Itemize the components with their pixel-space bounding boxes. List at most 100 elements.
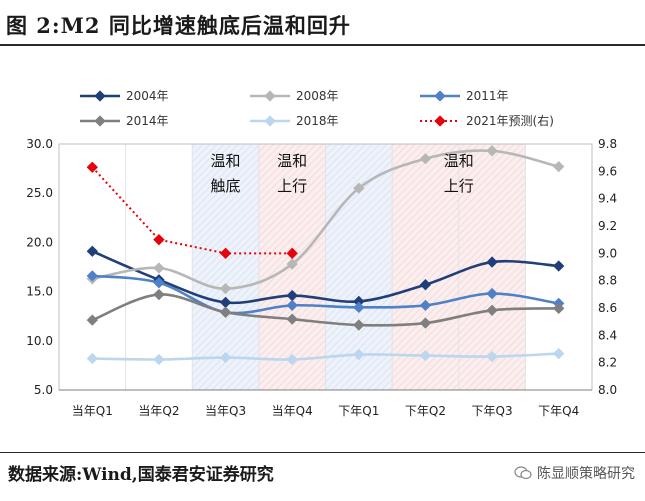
footer-divider [0, 452, 645, 453]
y-tick-label-right: 8.0 [598, 383, 617, 397]
data-point [419, 349, 432, 362]
data-point [286, 353, 298, 366]
page-title: 图 2:M2 同比增速触底后温和回升 [6, 13, 351, 38]
title-divider [0, 44, 645, 46]
legend-swatch-marker [94, 115, 106, 127]
y-tick-label-right: 9.8 [598, 137, 617, 151]
wechat-icon [514, 466, 532, 480]
series-line [92, 149, 559, 290]
x-tick-label: 下年Q2 [405, 404, 446, 418]
data-point [486, 256, 498, 268]
legend-swatch-marker [264, 115, 276, 127]
y-tick-label-right: 8.8 [598, 274, 617, 288]
legend-swatch-marker [434, 90, 446, 102]
data-point [86, 245, 98, 257]
legend-label: 2011年 [466, 89, 509, 103]
data-point [219, 351, 232, 364]
series-line [91, 250, 559, 305]
legend-swatch-marker [264, 90, 276, 102]
data-point [553, 160, 565, 173]
source-note: 数据来源:Wind,国泰君安证券研究 [8, 465, 274, 485]
series-line [92, 352, 559, 361]
y-tick-label-left: 30.0 [26, 137, 53, 151]
data-point [286, 258, 298, 270]
annotation-label: 温和 [444, 152, 474, 170]
legend-item: 2004年 [80, 89, 169, 103]
data-point [219, 282, 232, 295]
legend-label: 2021年预测(右) [466, 113, 554, 128]
data-point [286, 247, 298, 259]
legend-label: 2008年 [296, 89, 339, 103]
annotation-label: 温和 [211, 152, 241, 170]
data-point [486, 304, 498, 316]
series-line [92, 274, 559, 315]
x-tick-label: 当年Q2 [138, 404, 179, 418]
brand-name: 陈显顺策略研究 [537, 466, 635, 482]
data-point [153, 277, 165, 289]
data-point [153, 353, 165, 366]
y-tick-label-right: 9.0 [598, 246, 617, 260]
data-point [419, 299, 432, 312]
data-point [353, 182, 365, 194]
y-tick-label-right: 8.4 [598, 328, 617, 342]
shaded-band [192, 144, 259, 390]
data-point [153, 288, 165, 301]
legend-item: 2008年 [250, 89, 339, 103]
data-point [219, 247, 232, 259]
y-tick-label-left: 5.0 [34, 383, 53, 397]
x-tick-label: 当年Q4 [272, 404, 313, 418]
data-point [419, 279, 432, 291]
y-tick-label-right: 8.6 [598, 301, 617, 315]
data-point [353, 301, 365, 314]
data-point [353, 295, 365, 308]
y-tick-label-right: 9.4 [598, 192, 617, 206]
data-point [353, 319, 365, 331]
y-tick-label-right: 9.2 [598, 219, 617, 233]
data-point [486, 350, 498, 363]
data-point [286, 313, 298, 325]
y-tick-label-left: 20.0 [26, 235, 53, 249]
legend-item: 2018年 [250, 114, 339, 128]
legend-swatch-marker [434, 115, 446, 127]
legend-label: 2004年 [126, 89, 169, 103]
y-tick-label-left: 25.0 [26, 186, 53, 200]
series-line [91, 293, 559, 327]
data-point [219, 306, 232, 318]
data-point [419, 153, 432, 165]
y-tick-label-right: 9.6 [598, 164, 617, 178]
data-point [553, 260, 565, 272]
legend-item: 2011年 [420, 89, 509, 103]
y-tick-label-right: 8.2 [598, 356, 617, 370]
legend-label: 2018年 [296, 114, 339, 128]
data-point [419, 317, 432, 329]
annotation-label: 上行 [444, 177, 474, 195]
legend-item: 2021年预测(右) [420, 113, 554, 128]
data-point [486, 287, 498, 300]
annotation-label: 上行 [277, 177, 307, 195]
data-point [286, 299, 298, 312]
x-tick-label: 下年Q3 [472, 404, 513, 418]
annotation-label: 温和 [277, 152, 307, 170]
x-tick-label: 当年Q1 [72, 404, 113, 418]
series-2011年 [86, 270, 565, 318]
legend-swatch-marker [94, 90, 106, 102]
data-point [153, 262, 165, 274]
data-point [86, 352, 98, 365]
data-point [153, 234, 165, 246]
annotation-label: 触底 [211, 177, 241, 195]
x-tick-label: 下年Q4 [538, 404, 579, 418]
data-point [353, 348, 365, 361]
m2-line-chart: 5.0 10.0 15.0 20.0 25.0 30.0 8.0 8.2 8.4 8.6 8.8 9.… [26, 89, 617, 418]
data-point [553, 302, 565, 314]
legend-item: 2014年 [80, 114, 169, 128]
x-tick-label: 当年Q3 [205, 404, 246, 418]
data-point [86, 314, 98, 326]
legend-label: 2014年 [126, 114, 169, 128]
data-point [219, 296, 232, 309]
x-tick-label: 下年Q1 [338, 404, 379, 418]
brand-label: 陈显顺策略研究 [514, 463, 635, 483]
data-point [486, 145, 498, 157]
y-tick-label-left: 10.0 [26, 334, 53, 348]
data-point [553, 347, 565, 360]
data-point [286, 289, 298, 302]
